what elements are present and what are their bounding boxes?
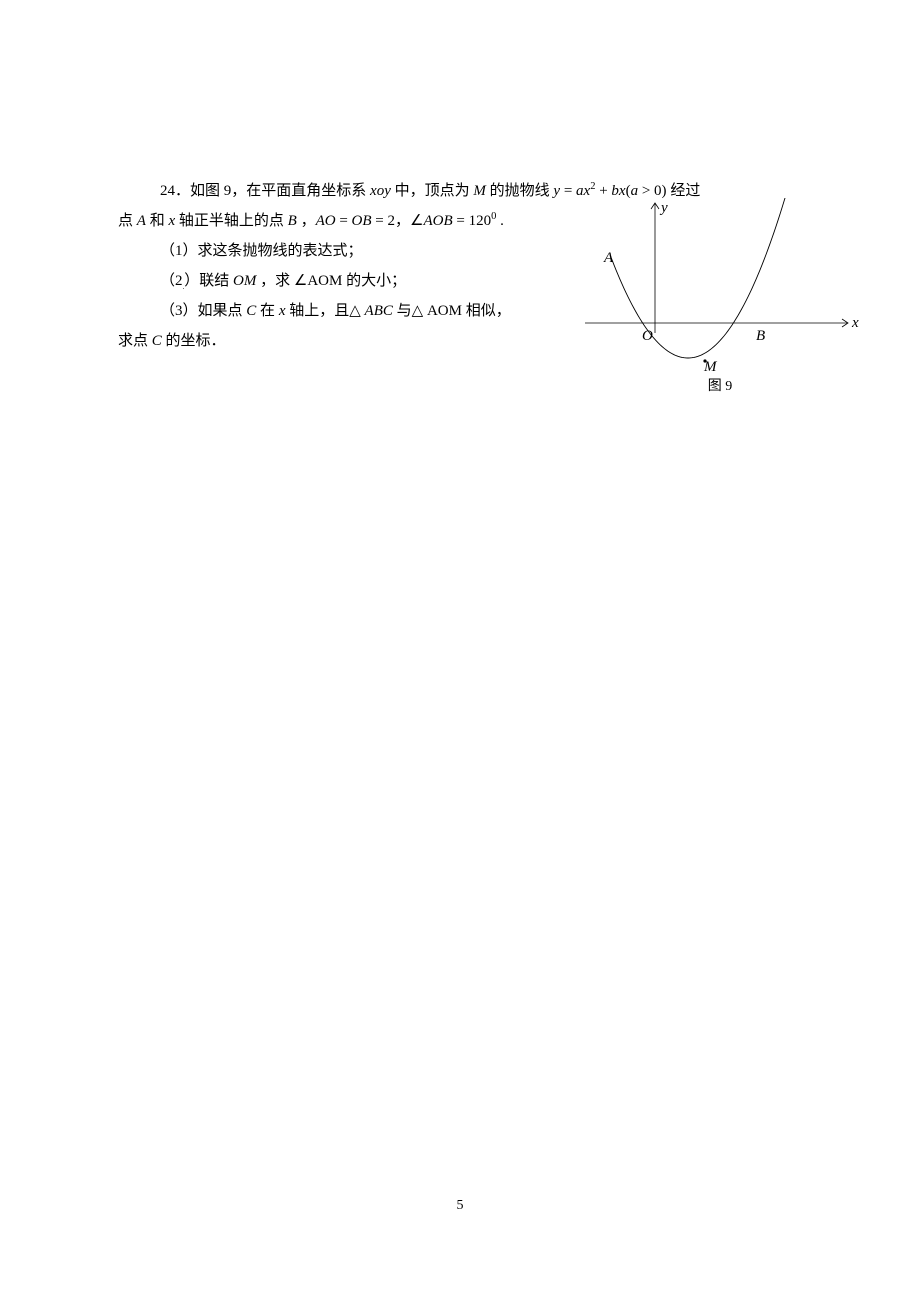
label-x: x xyxy=(851,315,859,331)
problem-number: 24． xyxy=(160,183,190,199)
label-y: y xyxy=(659,200,668,216)
label-A: A xyxy=(603,250,614,266)
problem-part1: （1）求这条抛物线的表达式； xyxy=(118,236,578,266)
figure-9: y x A O B M 图 9 xyxy=(580,198,860,398)
label-B: B xyxy=(756,328,765,344)
problem-part3-line2: 求点 C 的坐标． xyxy=(118,326,578,356)
coordinate-diagram: y x A O B M xyxy=(580,198,860,398)
page-number: 5 xyxy=(0,1198,920,1214)
problem-part3-line1: （3）如果点 C 在 x 轴上，且△ ABC 与△ AOM 相似， xyxy=(118,296,578,326)
label-O: O xyxy=(642,328,653,344)
figure-caption: 图 9 xyxy=(580,375,860,395)
label-M: M xyxy=(703,359,718,375)
problem-part2: （2.）联结 OM ，求 ∠AOM 的大小； xyxy=(118,266,578,296)
